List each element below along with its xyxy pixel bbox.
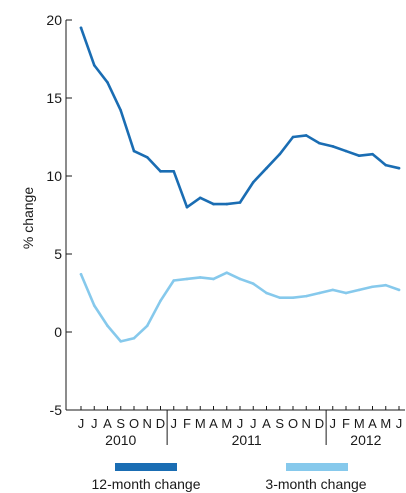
data-point	[185, 205, 189, 209]
data-point	[384, 283, 388, 287]
data-point	[251, 282, 255, 285]
data-point	[198, 196, 202, 200]
data-point	[79, 26, 83, 30]
data-point	[172, 279, 176, 282]
x-tick-label: F	[183, 416, 191, 431]
x-tick-label: M	[354, 416, 365, 431]
data-point	[212, 277, 215, 281]
x-tick-label: A	[103, 416, 112, 431]
data-point	[145, 324, 149, 328]
series-line	[79, 26, 401, 209]
data-point	[265, 291, 268, 295]
data-point	[172, 170, 176, 173]
data-point	[198, 276, 202, 279]
y-tick-label: 10	[46, 168, 62, 184]
data-point	[212, 202, 215, 206]
data-point	[238, 201, 242, 204]
x-tick-label: J	[91, 416, 98, 431]
data-point	[265, 166, 268, 170]
data-point	[251, 180, 255, 184]
legend-swatch	[115, 463, 177, 471]
x-tick-label: A	[262, 416, 271, 431]
data-point	[106, 324, 109, 328]
y-axis: 20 15 10 5 0 -5	[46, 12, 72, 418]
data-point	[92, 63, 96, 67]
data-point	[344, 149, 348, 153]
series-line	[79, 271, 401, 343]
legend-label: 12-month change	[92, 476, 201, 492]
x-tick-label: M	[380, 416, 391, 431]
x-tick-label: N	[302, 416, 311, 431]
data-point	[145, 155, 149, 159]
data-point	[304, 134, 308, 137]
y-tick-label: -5	[50, 402, 63, 418]
y-tick-label: 5	[54, 246, 62, 262]
data-point	[79, 272, 83, 276]
data-point	[132, 149, 136, 153]
x-tick-label: N	[143, 416, 152, 431]
x-tick-label: J	[396, 416, 403, 431]
data-point	[318, 141, 321, 145]
x-tick-label: D	[315, 416, 324, 431]
data-point	[331, 288, 335, 292]
data-point	[278, 296, 282, 299]
data-point	[159, 299, 162, 303]
data-point	[357, 288, 361, 292]
x-tick-label: S	[116, 416, 125, 431]
data-point	[185, 277, 189, 281]
x-tick-label: O	[288, 416, 298, 431]
x-tick-label: S	[275, 416, 284, 431]
y-tick-label: 20	[46, 12, 62, 28]
data-point	[159, 170, 162, 173]
data-point	[119, 340, 123, 343]
data-point	[304, 294, 308, 298]
data-point	[371, 285, 374, 289]
data-point	[238, 277, 242, 281]
data-point	[384, 163, 388, 167]
y-axis-label: % change	[20, 187, 36, 249]
data-point	[132, 336, 136, 340]
legend-swatch	[286, 463, 348, 471]
data-point	[106, 81, 109, 84]
data-point	[397, 166, 401, 170]
legend-label: 3-month change	[265, 476, 366, 492]
x-tick-label: J	[237, 416, 244, 431]
data-point	[331, 145, 335, 148]
x-tick-label: D	[156, 416, 165, 431]
x-tick-label: J	[171, 416, 178, 431]
year-label: 2011	[232, 432, 262, 448]
y-tick-label: 15	[46, 90, 62, 106]
x-tick-label: A	[368, 416, 377, 431]
x-tick-label: M	[195, 416, 206, 431]
data-point	[291, 135, 295, 139]
x-tick-label: F	[342, 416, 350, 431]
data-point	[119, 109, 123, 112]
x-tick-label: M	[221, 416, 232, 431]
data-point	[344, 291, 348, 295]
x-tick-label: J	[250, 416, 257, 431]
x-tick-label: J	[78, 416, 85, 431]
series-lines	[79, 26, 401, 343]
legend: 12-month change 3-month change	[92, 463, 367, 492]
year-label: 2012	[350, 432, 381, 448]
y-tick-label: 0	[54, 324, 62, 340]
data-point	[318, 291, 321, 295]
x-tick-label: J	[330, 416, 337, 431]
data-point	[291, 296, 295, 299]
x-tick-label: O	[129, 416, 139, 431]
data-point	[357, 154, 361, 158]
data-point	[278, 152, 282, 156]
data-point	[225, 271, 229, 275]
x-tick-label: A	[209, 416, 218, 431]
data-point	[371, 152, 374, 156]
data-point	[92, 304, 96, 307]
data-point	[225, 202, 229, 206]
year-label: 2010	[105, 432, 136, 448]
data-point	[397, 288, 401, 292]
